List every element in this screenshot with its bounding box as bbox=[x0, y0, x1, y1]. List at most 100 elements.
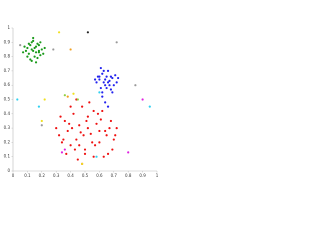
point bbox=[69, 48, 72, 51]
point bbox=[69, 105, 72, 108]
point bbox=[63, 119, 66, 123]
point bbox=[85, 119, 88, 123]
point bbox=[98, 141, 101, 144]
point bbox=[102, 155, 105, 158]
point bbox=[93, 144, 97, 147]
point bbox=[101, 95, 104, 98]
point bbox=[16, 98, 19, 101]
point bbox=[37, 49, 41, 52]
point bbox=[72, 112, 75, 115]
point bbox=[69, 144, 72, 147]
point bbox=[115, 81, 118, 84]
point bbox=[62, 138, 65, 141]
point bbox=[98, 78, 101, 81]
point bbox=[93, 78, 97, 81]
point bbox=[65, 152, 68, 155]
point bbox=[105, 86, 108, 90]
point bbox=[115, 127, 118, 130]
point bbox=[104, 78, 107, 81]
point bbox=[36, 42, 39, 45]
point bbox=[32, 36, 35, 40]
point bbox=[76, 158, 79, 161]
point bbox=[112, 84, 115, 87]
point bbox=[114, 134, 117, 137]
point bbox=[95, 155, 98, 158]
point bbox=[78, 144, 81, 147]
point bbox=[19, 44, 22, 47]
point bbox=[102, 81, 105, 84]
point bbox=[105, 75, 108, 78]
x-tick-label: 0.3 bbox=[53, 173, 60, 178]
point bbox=[66, 95, 69, 98]
point bbox=[78, 124, 81, 127]
point bbox=[29, 58, 32, 61]
point bbox=[112, 138, 115, 141]
point bbox=[26, 46, 29, 50]
point bbox=[83, 152, 87, 155]
point bbox=[109, 88, 113, 91]
point bbox=[55, 127, 58, 130]
point bbox=[96, 75, 100, 78]
point bbox=[59, 115, 62, 118]
point bbox=[63, 148, 66, 151]
point bbox=[115, 41, 118, 44]
point bbox=[39, 41, 42, 44]
point bbox=[108, 127, 111, 130]
x-tick-label: 0.5 bbox=[82, 173, 89, 178]
point bbox=[106, 152, 110, 155]
y-tick-label: 0 bbox=[7, 168, 10, 173]
point bbox=[30, 59, 33, 62]
point bbox=[117, 76, 120, 80]
point bbox=[96, 112, 100, 115]
point bbox=[81, 162, 84, 165]
point bbox=[98, 129, 101, 133]
point bbox=[66, 129, 69, 133]
point bbox=[92, 109, 95, 113]
point bbox=[111, 76, 114, 80]
point bbox=[30, 48, 33, 51]
point bbox=[95, 81, 98, 84]
point bbox=[91, 141, 94, 144]
point bbox=[108, 84, 111, 87]
point bbox=[101, 109, 104, 113]
point bbox=[83, 148, 87, 151]
point bbox=[34, 61, 38, 64]
point bbox=[104, 84, 107, 87]
point bbox=[76, 98, 79, 101]
point bbox=[27, 52, 30, 55]
x-tick-label: 0.8 bbox=[125, 173, 132, 178]
x-tick-label: 1 bbox=[156, 173, 159, 178]
point bbox=[102, 69, 105, 72]
point bbox=[106, 105, 110, 108]
point bbox=[127, 151, 130, 154]
chart: 0 0.1 0.2 0.3 0.4 0.5 0.6 0.7 0.8 0.9 1 0 0.1 0.2 0.3 0… bbox=[4, 25, 159, 178]
point bbox=[92, 155, 95, 158]
point bbox=[72, 92, 75, 95]
y-tick-label: 0.2 bbox=[4, 139, 11, 144]
point bbox=[114, 74, 117, 77]
point bbox=[104, 101, 107, 104]
y-tick-label: 0.1 bbox=[4, 154, 11, 159]
point bbox=[101, 72, 104, 75]
point bbox=[37, 44, 41, 47]
point bbox=[86, 115, 89, 118]
y-tick-label: 0.7 bbox=[4, 68, 11, 73]
point bbox=[52, 48, 55, 51]
point bbox=[73, 148, 77, 151]
point bbox=[32, 49, 35, 52]
x-tick-label: 0.4 bbox=[67, 173, 74, 178]
point bbox=[105, 134, 108, 137]
point bbox=[70, 127, 74, 130]
point bbox=[40, 48, 43, 51]
point bbox=[30, 41, 33, 44]
point bbox=[86, 127, 89, 130]
point bbox=[106, 81, 110, 84]
point bbox=[134, 84, 137, 87]
point bbox=[33, 46, 36, 50]
point bbox=[29, 44, 32, 47]
point bbox=[104, 129, 107, 133]
point bbox=[141, 98, 144, 101]
point bbox=[60, 141, 64, 144]
point bbox=[99, 66, 102, 70]
point bbox=[24, 49, 28, 52]
